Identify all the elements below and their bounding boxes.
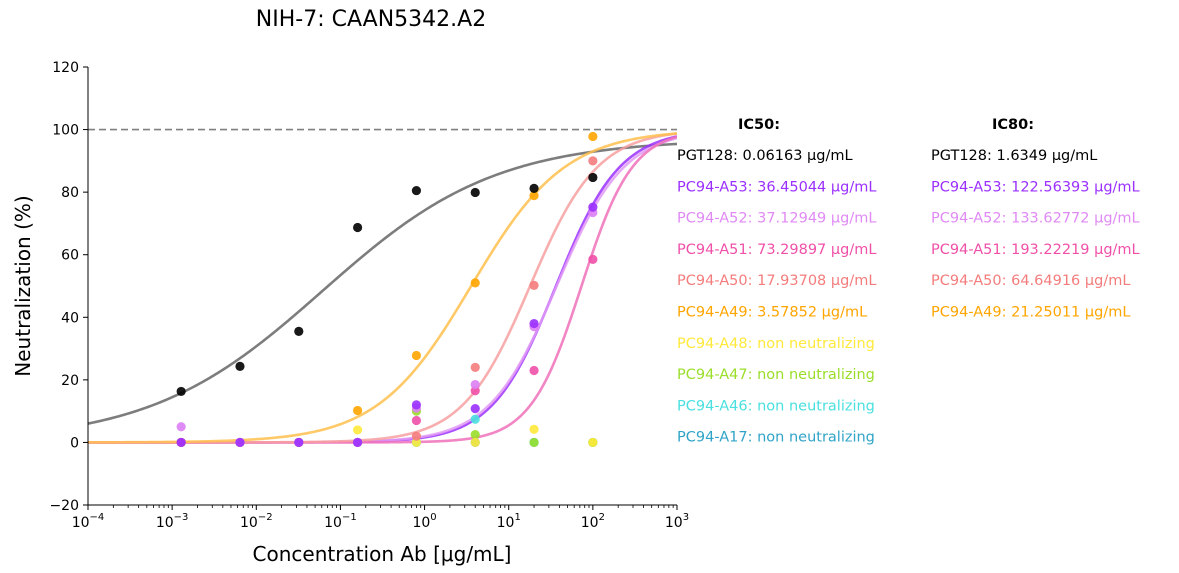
- x-tick-label: 10−3: [156, 512, 189, 531]
- points-pgt128: [176, 172, 598, 397]
- ic80-entry: PC94-A51: 193.22219 μg/mL: [931, 242, 1140, 258]
- ic50-entry: PC94-A50: 17.93708 μg/mL: [677, 273, 876, 289]
- data-point: [411, 185, 422, 196]
- data-point: [470, 437, 480, 448]
- ic50-entry: PC94-A48: non neutralizing: [677, 336, 875, 352]
- x-tick-label: 10−2: [240, 512, 273, 531]
- y-tick-label: 120: [52, 60, 79, 76]
- fit-curve-pgt128: [88, 142, 677, 425]
- data-point: [411, 415, 422, 426]
- data-point: [353, 437, 363, 448]
- data-point: [411, 431, 422, 441]
- data-point: [294, 437, 304, 448]
- data-point: [411, 400, 422, 410]
- data-point: [588, 254, 598, 265]
- fit-curve-pc94-a49: [88, 132, 677, 444]
- data-point: [294, 326, 304, 336]
- data-point: [176, 386, 186, 397]
- ic80-entry: PC94-A52: 133.62772 μg/mL: [931, 211, 1140, 227]
- data-point: [470, 187, 480, 198]
- x-tick-label: 10−4: [72, 512, 105, 531]
- points-pc94-a53: [176, 202, 598, 448]
- ic50-entry: PC94-A52: 37.12949 μg/mL: [677, 211, 876, 227]
- data-point: [529, 280, 539, 290]
- x-tick-label: 103: [665, 512, 689, 531]
- data-point: [470, 414, 480, 424]
- axes: −20 0 20 40 60 80 100 120 10−4 10−3 10−2 10−1 100 101…: [49, 60, 689, 531]
- ic50-header: IC50:: [738, 117, 780, 133]
- data-point: [470, 404, 480, 414]
- data-point: [529, 318, 539, 329]
- ic50-entry: PC94-A46: non neutralizing: [677, 398, 875, 414]
- data-point: [529, 424, 539, 434]
- y-tick-label: 20: [61, 373, 79, 389]
- data-point: [353, 405, 363, 416]
- data-point: [588, 437, 598, 448]
- chart-title: NIH-7: CAAN5342.A2: [256, 7, 486, 32]
- data-points: [176, 131, 598, 448]
- x-axis-title: Concentration Ab [μg/mL]: [253, 542, 512, 566]
- data-point: [235, 437, 245, 448]
- x-tick-label: 102: [581, 512, 605, 531]
- y-tick-label: −20: [49, 498, 79, 514]
- data-point: [529, 190, 539, 201]
- y-tick-label: 100: [52, 123, 79, 139]
- data-point: [588, 156, 598, 166]
- data-point: [470, 362, 480, 372]
- data-point: [529, 437, 539, 448]
- data-point: [235, 361, 245, 372]
- x-tick-label: 10−1: [324, 512, 357, 531]
- ic80-entry: PC94-A50: 64.64916 μg/mL: [931, 273, 1130, 289]
- x-tick-label: 100: [412, 512, 436, 531]
- ic50-entry: PC94-A51: 73.29897 μg/mL: [677, 242, 876, 258]
- data-point: [588, 131, 598, 142]
- ic80-entry: PC94-A53: 122.56393 μg/mL: [931, 179, 1140, 195]
- ic50-entry: PC94-A49: 3.57852 μg/mL: [677, 305, 867, 321]
- fit-curve-pc94-a52: [88, 136, 677, 444]
- data-point: [353, 222, 363, 233]
- x-tick-label: 101: [497, 512, 521, 531]
- data-point: [529, 365, 539, 376]
- ic80-entry: PGT128: 1.6349 μg/mL: [931, 148, 1097, 164]
- data-point: [529, 183, 539, 193]
- data-point: [176, 437, 186, 448]
- plot-area: [88, 128, 677, 448]
- y-tick-label: 40: [61, 310, 79, 326]
- data-point: [588, 202, 598, 212]
- ic80-list: PGT128: 1.6349 μg/mL PC94-A53: 122.56393 …: [931, 148, 1140, 321]
- ic50-entry: PGT128: 0.06163 μg/mL: [677, 148, 853, 164]
- data-point: [176, 422, 186, 432]
- data-point: [588, 172, 598, 183]
- y-tick-label: 0: [70, 435, 79, 451]
- data-point: [411, 350, 422, 361]
- y-tick-label: 60: [61, 248, 79, 264]
- ic50-entry: PC94-A17: non neutralizing: [677, 430, 875, 446]
- ic50-entry: PC94-A47: non neutralizing: [677, 367, 875, 383]
- y-tick-label: 80: [61, 185, 79, 201]
- data-point: [470, 430, 480, 440]
- data-point: [470, 379, 480, 390]
- ic50-entry: PC94-A53: 36.45044 μg/mL: [677, 179, 876, 195]
- data-point: [470, 278, 480, 288]
- y-axis-title: Neutralization (%): [11, 195, 35, 376]
- fit-curves: [88, 132, 677, 444]
- ic-annotations: IC50: IC80: PGT128: 0.06163 μg/mL PC94-A5…: [677, 117, 1140, 446]
- ic80-entry: PC94-A49: 21.25011 μg/mL: [931, 305, 1130, 321]
- data-point: [353, 425, 363, 435]
- ic50-list: PGT128: 0.06163 μg/mL PC94-A53: 36.45044 …: [677, 148, 876, 446]
- ic80-header: IC80:: [992, 117, 1034, 133]
